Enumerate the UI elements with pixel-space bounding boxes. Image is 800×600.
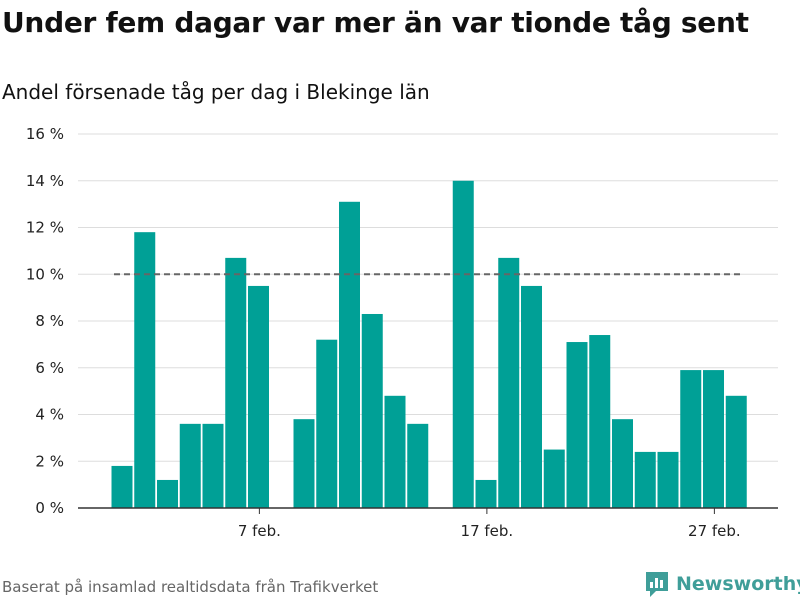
bar [589, 335, 611, 508]
bar [452, 180, 474, 508]
x-tick-label: 17 feb. [461, 522, 514, 540]
bar [248, 285, 269, 508]
bar [316, 339, 338, 508]
bar [543, 449, 565, 508]
x-axis-labels: 7 feb. 17 feb. 27 feb. [238, 522, 741, 540]
newsworthy-logo-icon [646, 572, 668, 597]
bar [680, 370, 702, 508]
source-note: Baserat på insamlad realtidsdata från Tr… [2, 578, 379, 596]
bar [566, 342, 588, 508]
bar [498, 257, 520, 508]
chart-title: Under fem dagar var mer än var tionde tå… [2, 6, 749, 39]
bar [134, 232, 156, 509]
y-tick-label: 12 % [26, 219, 64, 237]
y-tick-label: 14 % [26, 172, 64, 190]
x-axis [78, 507, 778, 514]
y-tick-label: 16 % [26, 125, 64, 143]
y-axis-labels: 0 % 2 % 4 % 6 % 8 % 10 % 12 % 14 % 16 % [26, 125, 64, 517]
bar [634, 451, 656, 508]
bar [384, 395, 406, 508]
bar [202, 423, 224, 508]
brand-logo: Newsworthy [644, 570, 800, 598]
bar [157, 479, 178, 508]
x-tick-label: 7 feb. [238, 522, 281, 540]
grid-lines [78, 133, 778, 462]
bar [225, 257, 247, 508]
bar [179, 423, 201, 508]
bar [521, 285, 542, 508]
bar [657, 451, 679, 508]
bars [111, 180, 747, 509]
x-tick-label: 27 feb. [688, 522, 741, 540]
bar [361, 313, 383, 508]
bar [475, 479, 497, 508]
y-tick-label: 4 % [35, 406, 64, 424]
y-tick-label: 2 % [35, 452, 64, 470]
bar [111, 465, 133, 508]
bar [339, 201, 360, 508]
brand-name: Newsworthy [676, 573, 800, 595]
bar [293, 419, 315, 508]
y-tick-label: 10 % [26, 265, 64, 283]
chart-subtitle: Andel försenade tåg per dag i Blekinge l… [2, 80, 430, 104]
bar [725, 395, 747, 508]
y-tick-label: 6 % [35, 359, 64, 377]
bar [703, 370, 724, 508]
bar [407, 423, 429, 508]
y-tick-label: 8 % [35, 312, 64, 330]
bar [612, 419, 633, 508]
y-tick-label: 0 % [35, 499, 64, 517]
